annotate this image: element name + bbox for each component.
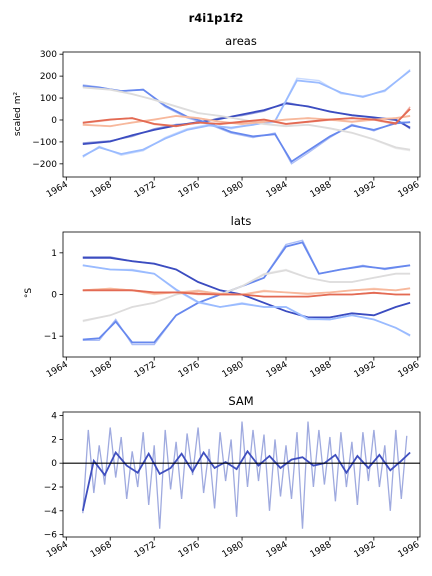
lats-ytick-label: −1 (44, 332, 57, 342)
lats-ytick-label: 1 (51, 249, 57, 259)
areas-ytick-label: 100 (40, 94, 57, 104)
sam-panel: SAM 1964 1968 1972 1976 1980 1984 1988 1992 1996… (44, 394, 422, 560)
sam-monthly-line (82, 421, 408, 529)
areas-ytick-label: 200 (40, 72, 57, 82)
areas-plot: 1964 1968 1972 1976 1980 1984 1988 1992 1996 −200… (32, 50, 421, 200)
areas-ytick-label: 0 (51, 116, 57, 126)
figure-title: r4i1p1f2 (189, 11, 244, 25)
areas-axes-frame (62, 51, 421, 178)
areas-ytick-label: 300 (40, 50, 57, 60)
sam-ytick-label: 0 (51, 459, 57, 469)
sam-smoothed-line (81, 449, 411, 511)
lats-series-1-smooth-line (82, 241, 411, 344)
sam-xtick-label: 1980 (221, 540, 246, 560)
sam-xtick-label: 1976 (177, 540, 202, 560)
lats-series-2-raw-line (82, 264, 411, 337)
sam-ytick-label: 4 (51, 412, 57, 422)
lats-xtick-label: 1992 (353, 360, 378, 380)
sam-xtick-label: 1984 (265, 540, 290, 560)
lats-xtick-label: 1980 (221, 360, 246, 380)
lats-plot: 1964 1968 1972 1976 1980 1984 1988 1992 1996 −1 0 1 (44, 231, 422, 380)
areas-ylabel: scaled m² (13, 92, 23, 137)
lats-ytick-label: 0 (51, 291, 57, 301)
lats-xtick-label: 1968 (89, 360, 114, 380)
lats-series-0-smooth-line (82, 256, 411, 319)
sam-xtick-label: 1992 (353, 540, 378, 560)
sam-title: SAM (228, 394, 253, 408)
areas-series-2-smooth-line (82, 69, 411, 157)
areas-xtick-label: 1980 (221, 180, 246, 200)
areas-series-1-smooth-line (82, 85, 411, 163)
lats-series-5-smooth-line (82, 289, 411, 298)
areas-ytick-label: −100 (32, 138, 57, 148)
lats-series-3-smooth-line (82, 269, 411, 322)
sam-ytick-label: −4 (44, 507, 58, 517)
sam-xtick-label: 1988 (309, 540, 334, 560)
sam-xtick-label: 1968 (89, 540, 114, 560)
areas-xtick-label: 1988 (309, 180, 334, 200)
lats-series-2-smooth-line (82, 264, 411, 337)
areas-panel: areas scaled m² 1964 1968 1972 1976 1980 1984… (13, 34, 422, 200)
lats-ylabel: °S (24, 288, 34, 299)
lats-xtick-label: 1984 (265, 360, 290, 380)
lats-xtick-label: 1996 (396, 360, 421, 380)
lats-xtick-label: 1988 (309, 360, 334, 380)
areas-xtick-label: 1984 (265, 180, 290, 200)
areas-xtick-label: 1996 (396, 180, 421, 200)
sam-axes-frame (62, 411, 421, 538)
areas-xtick-label: 1968 (89, 180, 114, 200)
lats-xtick-label: 1976 (177, 360, 202, 380)
areas-xtick-label: 1992 (353, 180, 378, 200)
areas-xtick-label: 1964 (45, 180, 70, 200)
areas-series-0-smooth-line (82, 102, 411, 145)
sam-ytick-label: −2 (44, 483, 57, 493)
sam-ytick-label: −6 (44, 531, 58, 541)
areas-xtick-label: 1976 (177, 180, 202, 200)
lats-series-1-raw-line (82, 239, 411, 346)
sam-xtick-label: 1972 (133, 540, 158, 560)
lats-xtick-label: 1972 (133, 360, 158, 380)
sam-xtick-label: 1964 (45, 540, 70, 560)
lats-panel: lats °S 1964 1968 1972 1976 1980 1984 1988 1992… (24, 214, 422, 380)
areas-title: areas (225, 34, 257, 48)
areas-xtick-label: 1972 (133, 180, 158, 200)
areas-ytick-label: −200 (32, 160, 57, 170)
lats-xtick-label: 1964 (45, 360, 70, 380)
areas-series-5-smooth-line (82, 108, 411, 128)
sam-ytick-label: 2 (51, 435, 57, 445)
lats-title: lats (231, 214, 252, 228)
sam-plot: 1964 1968 1972 1976 1980 1984 1988 1992 1996 −6 −4… (44, 412, 422, 560)
sam-xtick-label: 1996 (396, 540, 421, 560)
